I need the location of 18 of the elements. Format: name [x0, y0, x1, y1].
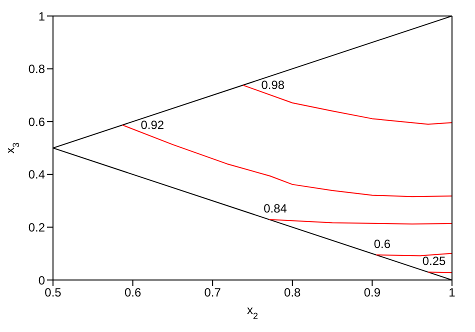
x-tick-label: 0.6	[124, 286, 142, 300]
y-tick-label: 0.8	[28, 62, 46, 76]
series-label: 0.98	[261, 78, 285, 92]
x-tick-label: 1	[448, 286, 456, 300]
y-tick-label: 0.2	[28, 220, 46, 234]
series-label: 0.25	[422, 254, 446, 268]
series-label: 0.84	[264, 202, 288, 216]
y-tick-label: 0.4	[28, 168, 46, 182]
y-tick-label: 0.6	[28, 114, 46, 129]
x-tick-label: 0.7	[204, 286, 222, 300]
y-tick-label: 1	[38, 9, 46, 24]
series-label: 0.92	[140, 118, 164, 132]
x-axis-title: x$_{2}$	[246, 303, 258, 321]
x-tick-label: 0.9	[364, 286, 381, 300]
series-label: 0.6	[374, 236, 391, 251]
y-tick-label: 0	[38, 273, 46, 288]
x-tick-label: 0.5	[44, 286, 62, 300]
x-tick-label: 0.8	[284, 286, 302, 300]
